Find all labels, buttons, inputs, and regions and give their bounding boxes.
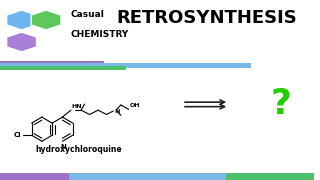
Bar: [0, 66, 125, 70]
Bar: [0, 63, 251, 68]
Text: OH: OH: [129, 103, 140, 108]
Text: Cl: Cl: [14, 132, 21, 138]
Bar: [0, 61, 104, 65]
Text: hydroxychloroquine: hydroxychloroquine: [35, 145, 122, 154]
Text: HN: HN: [72, 104, 82, 109]
Text: RETROSYNTHESIS: RETROSYNTHESIS: [117, 9, 298, 27]
Text: N: N: [60, 144, 66, 150]
Text: N: N: [114, 109, 119, 114]
Text: ?: ?: [270, 87, 292, 121]
Text: CHEMISTRY: CHEMISTRY: [71, 30, 129, 39]
Bar: [0, 173, 69, 180]
Bar: [69, 173, 226, 180]
Bar: [226, 173, 314, 180]
Text: Casual: Casual: [71, 10, 105, 19]
